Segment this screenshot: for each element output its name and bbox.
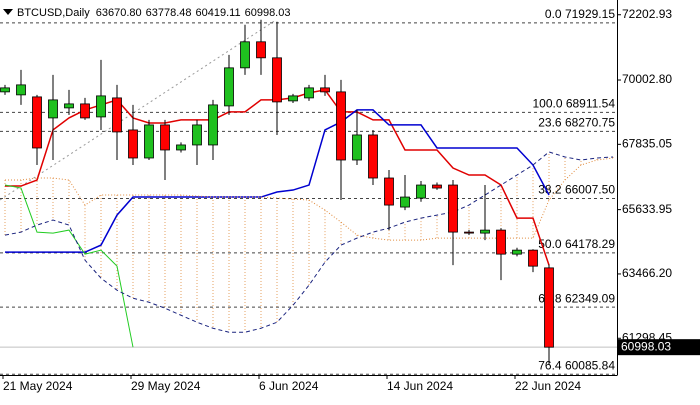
candle-body [416, 184, 426, 199]
indicator-line [5, 157, 614, 241]
candle-body [288, 95, 298, 102]
x-tick-label: 29 May 2024 [131, 379, 201, 393]
x-tick-label: 21 May 2024 [3, 379, 73, 393]
high-label: 63778.48 [146, 7, 192, 19]
candle-body [320, 87, 330, 93]
x-tick-label: 22 Jun 2024 [515, 379, 581, 393]
indicator-line [4, 184, 134, 348]
fib-level-label: 100.0 68911.54 [532, 97, 615, 111]
candle-body [480, 229, 490, 234]
candle-body [96, 95, 106, 118]
candle-body [528, 249, 538, 267]
candle-body [240, 41, 250, 69]
candle-body [256, 41, 266, 59]
fib-level-label: 61.8 62349.09 [538, 291, 615, 305]
candle-body [208, 104, 218, 146]
candle-body [512, 249, 522, 255]
low-label: 60419.11 [196, 7, 241, 19]
candle-body [16, 84, 26, 96]
fib-level-label: 50.0 64178.29 [538, 237, 615, 251]
candle-body [432, 184, 442, 189]
plot: 0.0 71929.15 100.0 68911.54 23.6 68270.75 3… [0, 7, 617, 375]
candle-body [0, 87, 10, 93]
candle-body [80, 103, 90, 119]
candle-body [48, 99, 58, 119]
candle-body [112, 97, 122, 133]
x-tick-label: 14 Jun 2024 [387, 379, 453, 393]
indicator-line [4, 151, 614, 333]
y-tick-label: 67835.05 [622, 137, 672, 151]
fib-level-label: 0.0 71929.15 [545, 7, 615, 21]
candle-body [144, 124, 154, 159]
candle-body [176, 144, 186, 151]
price-box [618, 339, 700, 356]
chart-header: BTCUSD,Daily 63670.80 63778.48 60419.11 6099… [17, 7, 290, 19]
fib-level-label: 23.6 68270.75 [538, 116, 615, 130]
x-tick-label: 6 Jun 2024 [259, 379, 319, 393]
y-tick-label: 63466.20 [622, 266, 672, 280]
candle-body [464, 231, 474, 234]
candle-body [192, 124, 202, 146]
candle-body [224, 67, 234, 107]
candle-body [544, 267, 554, 348]
candle-body [496, 229, 506, 255]
y-tick-label: 70002.80 [622, 72, 672, 86]
candle-body [368, 134, 378, 179]
candle-body [32, 96, 42, 149]
candle-body [64, 103, 74, 109]
open-label: 63670.80 [96, 7, 142, 19]
close-label: 60998.03 [245, 7, 291, 19]
fib-level-label: 38.2 66007.50 [538, 183, 615, 197]
candle-body [304, 87, 314, 99]
indicator-line [5, 109, 550, 253]
price-box-label: 60998.03 [621, 339, 671, 353]
collapse-icon[interactable] [3, 9, 13, 15]
candle-body [336, 91, 346, 161]
candle-body [160, 124, 170, 151]
symbol-title: BTCUSD,Daily [17, 7, 90, 19]
y-tick-label: 65633.95 [622, 202, 672, 216]
candle-body [272, 57, 282, 103]
candle-body [448, 184, 458, 233]
candle-body [352, 134, 362, 161]
candle-body [384, 177, 394, 206]
candle-body [128, 129, 138, 159]
y-tick-label: 72202.93 [622, 7, 672, 21]
candle-body [400, 196, 410, 208]
fib-level-label: 76.4 60085.84 [538, 358, 615, 372]
